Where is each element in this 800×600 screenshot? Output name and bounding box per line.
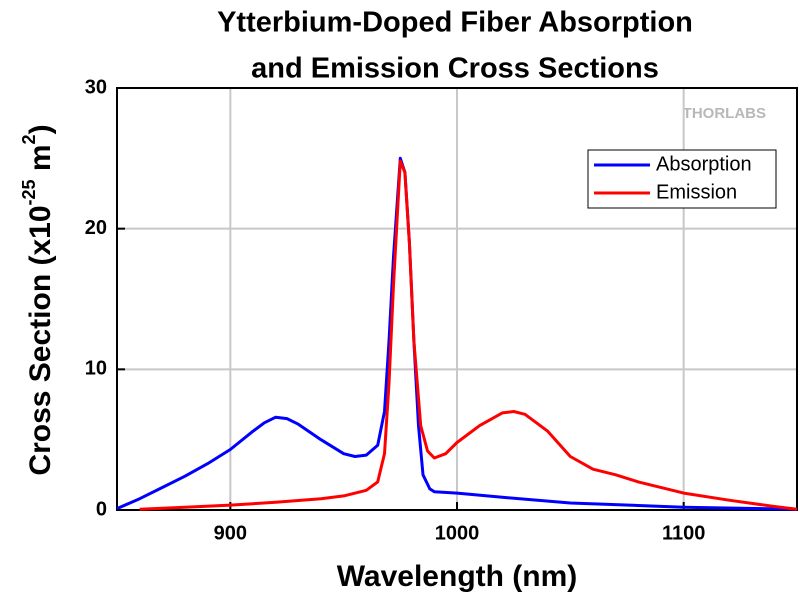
y-tick-label: 10 [85,358,107,380]
y-tick-label: 0 [96,498,107,520]
legend-label: Absorption [656,153,752,175]
chart-title: and Emission Cross Sections [251,53,659,85]
y-label-unit-exp: 2 [19,134,39,144]
data-line [116,156,798,511]
y-label-text: Cross Section (x10 [24,205,57,475]
legend-label: Emission [656,181,737,203]
chart-title: Ytterbium-Doped Fiber Absorption [217,7,693,39]
x-tick-label: 900 [214,522,247,544]
data-line [139,159,798,511]
x-tick-label: 1000 [435,522,480,544]
legend-box [587,149,777,209]
y-label-close: ) [24,124,57,134]
y-tick-label: 30 [85,76,107,98]
watermark: THORLABS [683,105,766,122]
y-label-unit: m [24,144,57,179]
y-label-exp: -25 [19,179,39,205]
plot-frame [116,87,798,511]
x-tick-label: 1100 [662,522,705,544]
y-axis-label: Cross Section (x10-25 m2) [19,124,57,475]
y-tick-label: 20 [85,217,107,239]
x-axis-label: Wavelength (nm) [337,560,578,593]
